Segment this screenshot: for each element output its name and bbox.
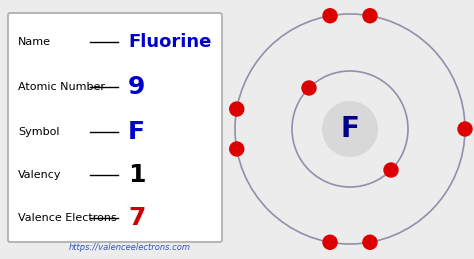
Text: Valency: Valency [18, 170, 62, 180]
Circle shape [323, 235, 337, 249]
Text: Fluorine: Fluorine [128, 33, 211, 51]
Text: Valence Electrons: Valence Electrons [18, 213, 117, 223]
Circle shape [230, 102, 244, 116]
Text: F: F [340, 115, 359, 143]
Circle shape [322, 101, 378, 157]
Text: F: F [128, 120, 145, 144]
Text: 1: 1 [128, 163, 146, 187]
Circle shape [384, 163, 398, 177]
Text: Name: Name [18, 37, 51, 47]
Circle shape [363, 9, 377, 23]
Text: 7: 7 [128, 206, 146, 230]
Text: Symbol: Symbol [18, 127, 60, 137]
Circle shape [230, 142, 244, 156]
FancyBboxPatch shape [8, 13, 222, 242]
Text: 9: 9 [128, 75, 146, 99]
Text: Atomic Number: Atomic Number [18, 82, 105, 92]
Circle shape [302, 81, 316, 95]
Circle shape [323, 9, 337, 23]
Circle shape [458, 122, 472, 136]
Circle shape [363, 235, 377, 249]
Text: https://valenceelectrons.com: https://valenceelectrons.com [69, 242, 191, 251]
